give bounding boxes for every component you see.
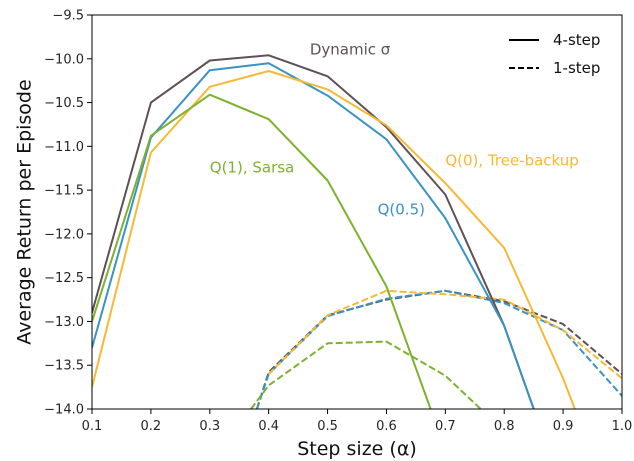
x-tick-label: 0.9 bbox=[553, 419, 574, 434]
x-tick-label: 0.7 bbox=[435, 419, 456, 434]
x-axis-ticks: 0.1 0.2 0.3 0.4 0.5 0.6 0.7 0.8 0.9 1.0 bbox=[82, 409, 633, 434]
x-tick-label: 0.2 bbox=[141, 419, 162, 434]
series-line-dynamic-solid bbox=[92, 54, 535, 409]
y-axis-ticks: −9.5 −10.0 −10.5 −11.0 −11.5 −12.0 −12.5 −13.0 −… bbox=[44, 9, 92, 418]
x-tick-label: 1.0 bbox=[612, 419, 633, 434]
y-tick-label: −13.5 bbox=[44, 359, 84, 374]
x-tick-label: 0.3 bbox=[199, 419, 220, 434]
x-tick-label: 0.4 bbox=[258, 419, 279, 434]
y-tick-label: −13.0 bbox=[44, 315, 84, 330]
y-tick-label: −9.5 bbox=[52, 9, 84, 24]
series-line-q-0-tree-backup-solid bbox=[92, 70, 576, 409]
series-annotations: Dynamic σ Q(1), Sarsa Q(0.5) Q(0), Tree-bac… bbox=[210, 40, 579, 218]
x-axis-label: Step size (α) bbox=[297, 438, 417, 460]
series-line-q-1-sarsa-dashed bbox=[250, 340, 482, 409]
y-tick-label: −10.5 bbox=[44, 96, 84, 111]
y-tick-label: −11.0 bbox=[44, 140, 84, 155]
legend-label: 4-step bbox=[553, 31, 600, 49]
plot-frame bbox=[91, 14, 623, 410]
x-tick-label: 0.6 bbox=[376, 419, 397, 434]
legend-label: 1-step bbox=[553, 59, 600, 77]
y-tick-label: −14.0 bbox=[44, 403, 84, 418]
legend: 4-step 1-step bbox=[509, 31, 600, 77]
series-annotation: Q(1), Sarsa bbox=[210, 159, 294, 177]
x-tick-label: 0.1 bbox=[82, 419, 103, 434]
y-tick-label: −11.5 bbox=[44, 184, 84, 199]
y-tick-label: −10.0 bbox=[44, 52, 84, 67]
series-line-q-0-5-solid bbox=[92, 62, 535, 409]
series-annotation: Q(0.5) bbox=[378, 201, 425, 219]
series-annotation: Q(0), Tree-backup bbox=[445, 152, 578, 170]
y-tick-label: −12.5 bbox=[44, 271, 84, 286]
y-tick-label: −12.0 bbox=[44, 227, 84, 242]
series-line-q-1-sarsa-solid bbox=[92, 93, 432, 409]
plot-lines bbox=[92, 54, 622, 409]
series-line-q-0-tree-backup-dashed bbox=[267, 289, 622, 380]
series-annotation: Dynamic σ bbox=[310, 40, 391, 58]
x-tick-label: 0.5 bbox=[317, 419, 338, 434]
x-tick-label: 0.8 bbox=[494, 419, 515, 434]
y-axis-label: Average Return per Episode bbox=[14, 79, 36, 344]
